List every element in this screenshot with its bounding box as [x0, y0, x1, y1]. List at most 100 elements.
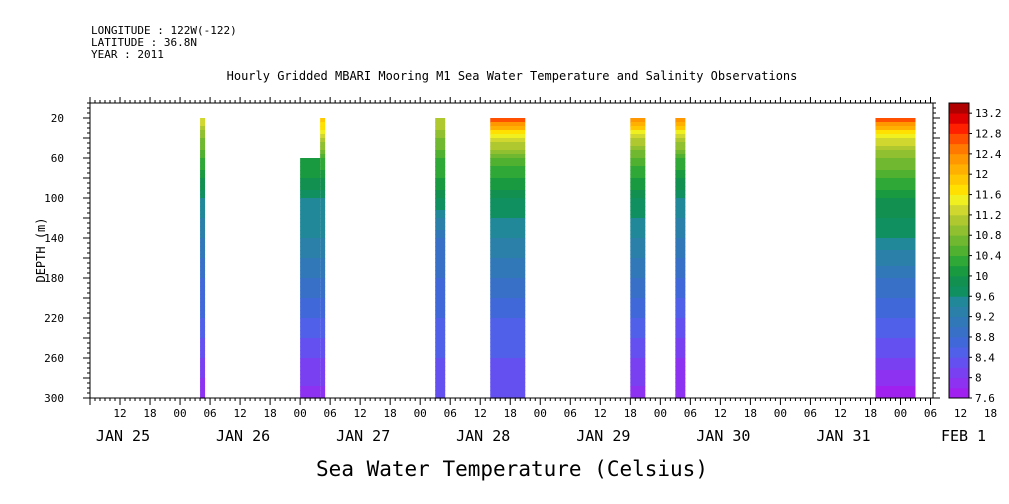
data-cell — [630, 282, 646, 287]
data-cell — [630, 214, 646, 219]
data-cell — [875, 246, 916, 251]
data-segment — [320, 118, 326, 399]
x-tick-label: 06 — [444, 407, 457, 420]
data-cell — [630, 186, 646, 191]
x-tick-label: 12 — [954, 407, 967, 420]
data-cell — [875, 258, 916, 263]
data-cell — [300, 374, 321, 379]
data-cell — [490, 186, 526, 191]
data-cell — [320, 278, 326, 283]
data-cell — [490, 230, 526, 235]
data-cell — [675, 318, 686, 323]
colorbar-label: 8.4 — [975, 351, 995, 364]
x-day-label: JAN 30 — [696, 427, 750, 445]
data-cell — [675, 162, 686, 167]
data-cell — [490, 334, 526, 339]
x-day-label: JAN 31 — [816, 427, 870, 445]
data-cell — [630, 334, 646, 339]
colorbar-frame — [948, 102, 970, 399]
data-cell — [200, 374, 206, 379]
data-segment — [200, 118, 206, 399]
data-cell — [435, 186, 446, 191]
data-cell — [435, 166, 446, 171]
data-cell — [630, 354, 646, 359]
colorbar-swatch — [949, 326, 969, 338]
data-cell — [200, 354, 206, 359]
data-cell — [490, 190, 526, 195]
data-cell — [875, 362, 916, 367]
data-cell — [875, 354, 916, 359]
x-tick-label: 18 — [263, 407, 276, 420]
y-tick-label: 220 — [44, 312, 64, 325]
data-cell — [490, 162, 526, 167]
data-cell — [200, 226, 206, 231]
data-cell — [300, 170, 321, 175]
data-cell — [435, 318, 446, 323]
data-cell — [675, 270, 686, 275]
data-cell — [490, 274, 526, 279]
data-cell — [200, 346, 206, 351]
data-cell — [630, 330, 646, 335]
data-cell — [320, 390, 326, 395]
data-cell — [200, 118, 206, 123]
data-cell — [490, 234, 526, 239]
data-cell — [320, 190, 326, 195]
data-cell — [490, 302, 526, 307]
data-cell — [630, 234, 646, 239]
data-cell — [490, 266, 526, 271]
data-cell — [300, 394, 321, 399]
data-cell — [630, 350, 646, 355]
data-cell — [675, 158, 686, 163]
data-cell — [490, 342, 526, 347]
data-cell — [675, 298, 686, 303]
colorbar-label: 11.2 — [975, 209, 1002, 222]
data-cell — [320, 142, 326, 147]
colorbar-label: 9.2 — [975, 311, 995, 324]
data-cell — [630, 182, 646, 187]
latitude-label: LATITUDE : 36.8N — [91, 36, 197, 49]
data-cell — [200, 178, 206, 183]
data-cell — [320, 306, 326, 311]
data-cell — [675, 234, 686, 239]
data-cell — [875, 170, 916, 175]
colorbar-label: 12.8 — [975, 128, 1002, 141]
data-cell — [675, 118, 686, 123]
data-cell — [675, 346, 686, 351]
data-cell — [675, 230, 686, 235]
data-cell — [630, 126, 646, 131]
data-cell — [320, 126, 326, 131]
data-cell — [630, 262, 646, 267]
data-cell — [200, 302, 206, 307]
data-cell — [435, 150, 446, 155]
data-cell — [630, 298, 646, 303]
data-cell — [875, 126, 916, 131]
data-cell — [675, 294, 686, 299]
x-tick-label: 12 — [714, 407, 727, 420]
x-tick-label: 18 — [504, 407, 517, 420]
plot-frame — [89, 102, 934, 399]
data-cell — [300, 182, 321, 187]
colorbar-swatch — [949, 153, 969, 165]
data-cell — [300, 158, 321, 163]
x-day-label: JAN 28 — [456, 427, 510, 445]
data-cell — [200, 170, 206, 175]
data-cell — [435, 222, 446, 227]
data-cell — [490, 166, 526, 171]
data-cell — [675, 218, 686, 223]
data-cell — [320, 178, 326, 183]
data-cell — [320, 166, 326, 171]
colorbar-label: 8.8 — [975, 331, 995, 344]
axes: 12 18 00 06 12 18 00 06 12 18 00 06 12 18 00 06 12 18 00 06… — [44, 97, 997, 445]
data-cell — [630, 242, 646, 247]
colorbar-swatch — [949, 265, 969, 277]
data-cell — [435, 194, 446, 199]
data-cell — [675, 278, 686, 283]
data-cell — [300, 230, 321, 235]
data-cell — [630, 306, 646, 311]
data-cell — [675, 378, 686, 383]
data-cell — [875, 390, 916, 395]
data-cell — [320, 302, 326, 307]
data-cell — [200, 142, 206, 147]
data-cell — [630, 174, 646, 179]
x-tick-label: 06 — [684, 407, 697, 420]
